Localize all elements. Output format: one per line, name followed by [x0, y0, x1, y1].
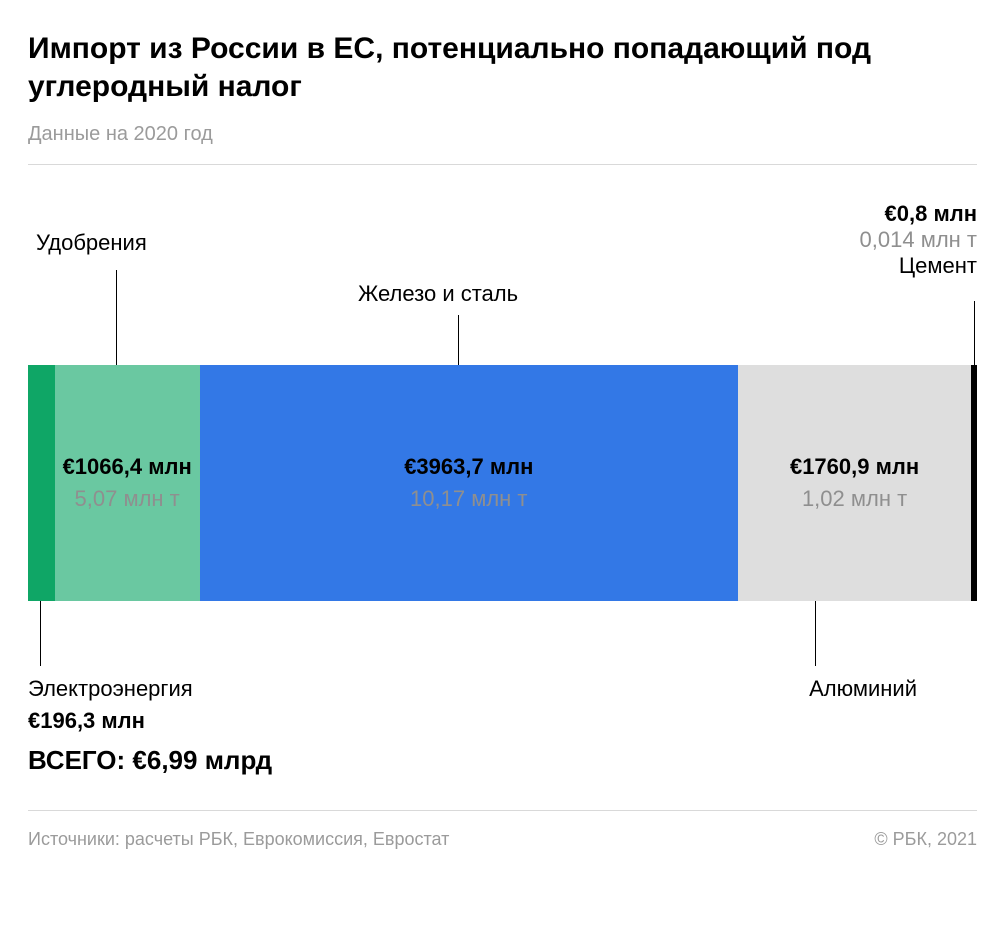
footer: Источники: расчеты РБК, Еврокомиссия, Ев…: [28, 811, 977, 850]
segment-fertilizers: €1066,4 млн 5,07 млн т: [55, 365, 200, 601]
segment-electricity: [28, 365, 55, 601]
callout-aluminium-label: Алюминий: [809, 676, 917, 702]
footer-sources: Источники: расчеты РБК, Еврокомиссия, Ев…: [28, 829, 449, 850]
callout-cement: €0,8 млн 0,014 млн т Цемент: [860, 201, 977, 279]
callout-aluminium-line: [815, 601, 816, 666]
segment-cement: [971, 365, 977, 601]
callout-iron-steel-label: Железо и сталь: [358, 281, 518, 306]
callout-fertilizers-label: Удобрения: [36, 230, 147, 255]
segment-fertilizers-tonnage: 5,07 млн т: [75, 486, 180, 512]
callout-iron-steel: Железо и сталь: [358, 281, 518, 307]
callout-aluminium: Алюминий: [809, 601, 917, 702]
callout-cement-label: Цемент: [860, 253, 977, 279]
callout-electricity-label: Электроэнергия: [28, 676, 193, 702]
chart-area: Удобрения Железо и сталь €0,8 млн 0,014 …: [28, 175, 977, 745]
footer-copyright: © РБК, 2021: [874, 829, 977, 850]
segment-iron-steel-tonnage: 10,17 млн т: [410, 486, 527, 512]
segment-fertilizers-value: €1066,4 млн: [63, 454, 192, 480]
chart-subtitle: Данные на 2020 год: [28, 123, 977, 146]
callout-cement-tonnage: 0,014 млн т: [860, 227, 977, 253]
segment-iron-steel-value: €3963,7 млн: [404, 454, 533, 480]
callout-electricity-value: €196,3 млн: [28, 708, 193, 734]
callout-electricity-line: [40, 601, 41, 666]
callout-electricity: Электроэнергия €196,3 млн: [28, 601, 193, 734]
stacked-bar: €1066,4 млн 5,07 млн т €3963,7 млн 10,17…: [28, 365, 977, 601]
total-label: ВСЕГО: €6,99 млрд: [28, 745, 977, 776]
chart-title: Импорт из России в ЕС, потенциально попа…: [28, 30, 977, 105]
segment-aluminium-value: €1760,9 млн: [790, 454, 919, 480]
segment-iron-steel: €3963,7 млн 10,17 млн т: [200, 365, 738, 601]
callout-fertilizers: Удобрения: [36, 230, 147, 256]
callout-fertilizers-line: [116, 270, 117, 365]
header-divider: [28, 164, 977, 165]
callout-cement-line: [974, 301, 975, 365]
callout-cement-value: €0,8 млн: [860, 201, 977, 227]
callout-iron-steel-line: [458, 315, 459, 365]
segment-aluminium-tonnage: 1,02 млн т: [802, 486, 907, 512]
segment-aluminium: €1760,9 млн 1,02 млн т: [738, 365, 971, 601]
